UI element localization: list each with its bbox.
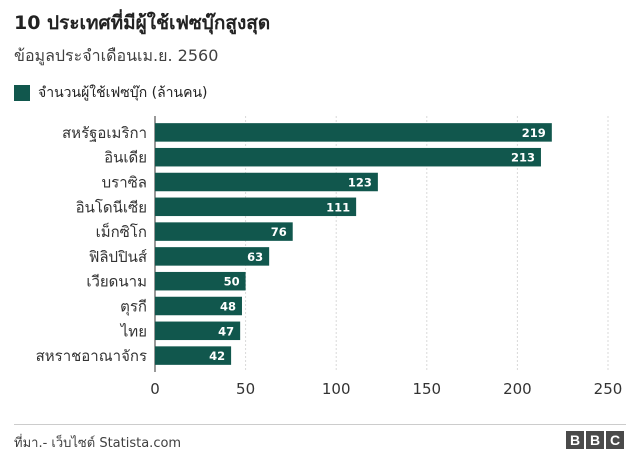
category-label: บราซิล xyxy=(102,174,147,192)
category-label: เม็กซิโก xyxy=(96,222,147,241)
category-label: อินโดนีเซีย xyxy=(76,198,147,216)
bar xyxy=(155,247,270,266)
legend-label: จำนวนผู้ใช้เฟซบุ๊ก (ล้านคน) xyxy=(38,85,208,101)
category-label: ไทย xyxy=(120,322,147,340)
footer-divider xyxy=(14,424,626,425)
bar xyxy=(155,222,293,241)
bar xyxy=(155,296,242,316)
bar-chart: 0 50 100 150 200 250 219 สหรัฐอเมริกา 213 อินเดีย… xyxy=(36,116,623,398)
bar-value-label: 48 xyxy=(220,300,236,314)
category-label: ฟิลิปปินส์ xyxy=(89,248,147,266)
chart-title: 10 ประเทศที่มีผู้ใช้เฟซบุ๊กสูงสุด xyxy=(14,12,271,34)
bar-value-label: 123 xyxy=(348,176,372,190)
bar-value-label: 47 xyxy=(218,324,234,338)
category-label: เวียดนาม xyxy=(86,273,147,291)
legend-swatch xyxy=(14,85,30,101)
chart-subtitle: ข้อมูลประจำเดือนเม.ย. 2560 xyxy=(14,46,219,65)
bar xyxy=(155,271,246,291)
category-label: สหรัฐอเมริกา xyxy=(62,124,147,142)
category-label: ตุรกี xyxy=(120,298,147,317)
bbc-logo-letter: C xyxy=(606,431,624,449)
legend: จำนวนผู้ใช้เฟซบุ๊ก (ล้านคน) xyxy=(14,82,208,104)
x-tick-label: 0 xyxy=(150,380,160,398)
bar xyxy=(155,123,552,142)
category-label: สหราชอาณาจักร xyxy=(36,347,147,365)
bar-value-label: 111 xyxy=(326,200,350,214)
x-tick-label: 50 xyxy=(236,380,255,398)
bar xyxy=(155,197,357,217)
x-tick-label: 250 xyxy=(594,380,623,398)
bar-value-label: 50 xyxy=(224,275,240,289)
bar-value-label: 42 xyxy=(209,349,225,363)
bbc-logo-letter: B xyxy=(586,431,604,449)
bar xyxy=(155,147,541,167)
bar-value-label: 76 xyxy=(271,225,287,239)
category-label: อินเดีย xyxy=(104,149,147,167)
bar-value-label: 219 xyxy=(522,126,546,140)
bar xyxy=(155,321,241,341)
bbc-logo-letter: B xyxy=(566,431,584,449)
source-note: ที่มา.- เว็บไซต์ Statista.com xyxy=(14,436,182,451)
bar-value-label: 213 xyxy=(511,151,535,165)
bar xyxy=(155,172,378,192)
bar-value-label: 63 xyxy=(247,250,263,264)
x-tick-label: 100 xyxy=(322,380,351,398)
x-tick-label: 200 xyxy=(503,380,532,398)
x-tick-label: 150 xyxy=(412,380,441,398)
bbc-logo: B B C xyxy=(566,431,624,449)
bar xyxy=(155,346,232,365)
